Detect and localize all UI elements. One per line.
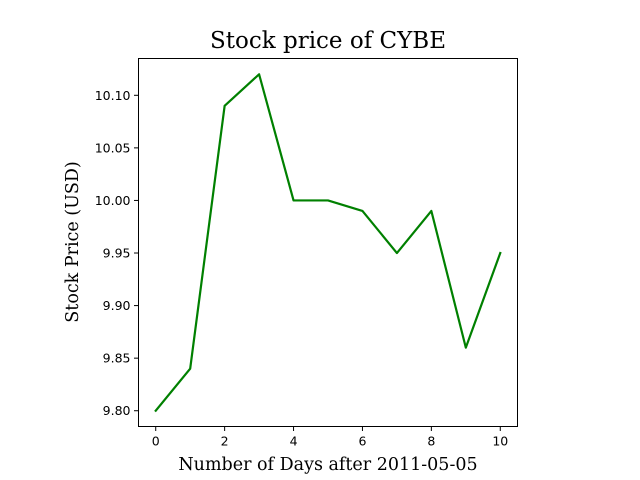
plot-area <box>138 58 518 427</box>
x-tick-label: 10 <box>492 434 508 449</box>
y-tick-label: 9.90 <box>103 298 131 313</box>
series-layer <box>154 73 502 413</box>
x-tick-label: 8 <box>427 434 435 449</box>
chart-title: Stock price of CYBE <box>210 28 446 54</box>
x-tick-label: 0 <box>152 434 160 449</box>
y-axis-label: Stock Price (USD) <box>63 161 83 322</box>
y-tick-label: 9.95 <box>103 246 131 261</box>
x-axis: 0 2 4 6 8 10 <box>152 426 508 449</box>
y-axis: 9.80 9.85 9.90 9.95 10.00 10.05 10.10 <box>95 88 139 418</box>
axes-frame <box>138 58 518 427</box>
x-tick-label: 4 <box>290 434 298 449</box>
x-axis-label: Number of Days after 2011-05-05 <box>178 455 477 475</box>
series-line <box>154 73 502 413</box>
y-tick-label: 9.80 <box>103 403 131 418</box>
x-tick-label: 2 <box>221 434 229 449</box>
y-tick-label: 10.00 <box>95 193 131 208</box>
y-tick-label: 10.05 <box>95 140 131 155</box>
x-tick-label: 6 <box>358 434 366 449</box>
y-tick-label: 9.85 <box>103 351 131 366</box>
y-tick-label: 10.10 <box>95 88 131 103</box>
